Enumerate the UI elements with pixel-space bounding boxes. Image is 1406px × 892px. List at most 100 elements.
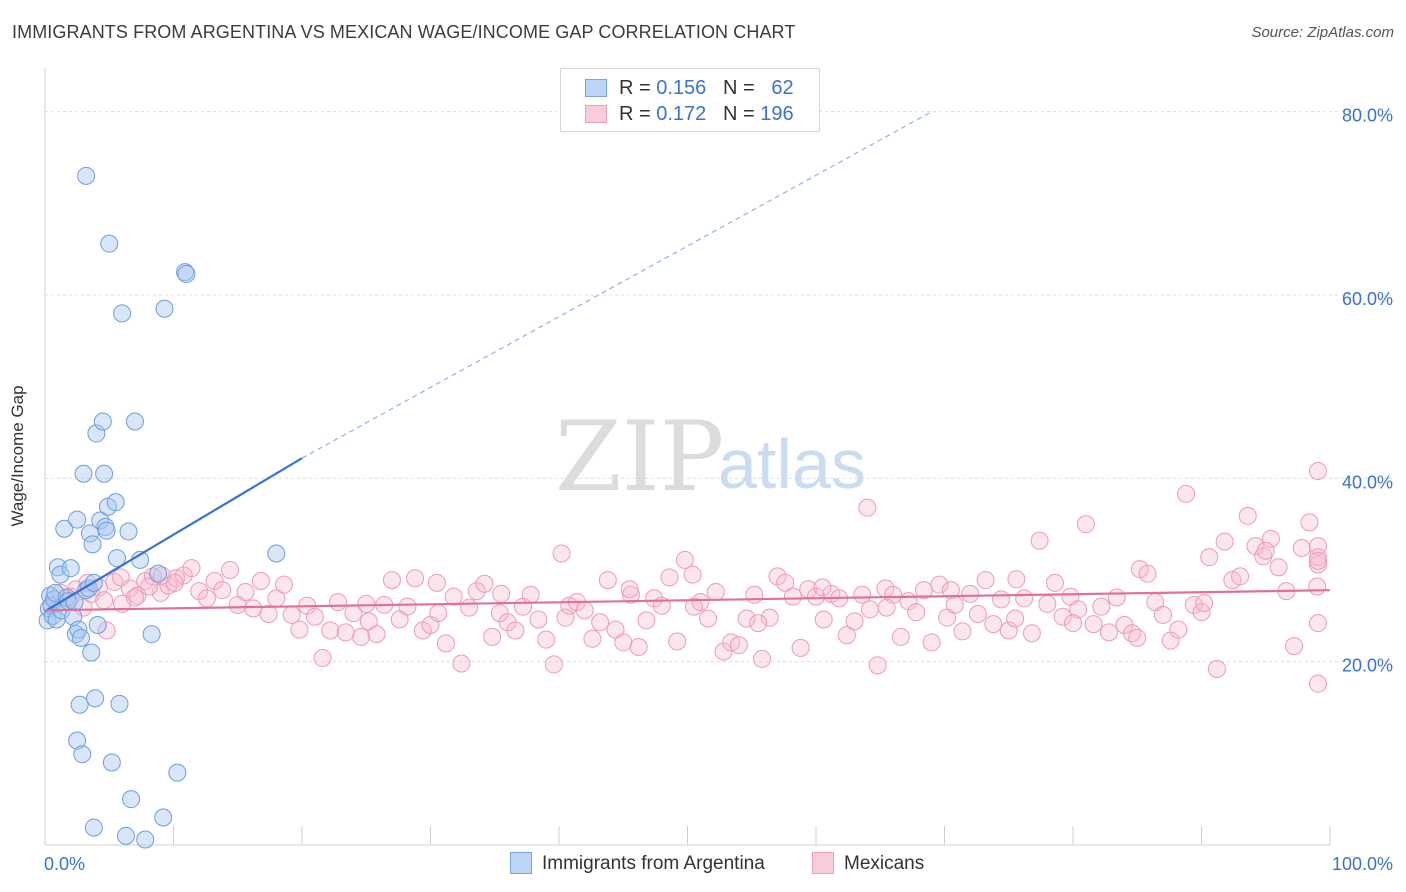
mexicans-point xyxy=(111,568,130,587)
mexicans-point xyxy=(1153,605,1172,624)
legend-r-argentina: R = 0.156 xyxy=(619,77,707,99)
mexicans-point xyxy=(891,627,910,646)
stats-legend: R = 0.156 N = 62 R = 0.172 N = 196 xyxy=(560,68,820,132)
argentina-trend-line xyxy=(44,457,303,613)
mexicans-point xyxy=(552,544,571,563)
argentina-point xyxy=(113,304,132,323)
argentina-point xyxy=(82,643,101,662)
mexicans-point xyxy=(699,609,718,628)
argentina-point xyxy=(46,583,65,602)
mexicans-point xyxy=(930,575,949,594)
mexicans-point xyxy=(506,621,525,640)
mexicans-point xyxy=(406,569,425,588)
mexicans-point xyxy=(999,621,1018,640)
mexicans-point xyxy=(714,642,733,661)
mexicans-point xyxy=(737,609,756,628)
mexicans-point xyxy=(706,583,725,601)
mexicans-point xyxy=(1092,597,1111,616)
argentina-point xyxy=(125,412,144,431)
mexicans-point xyxy=(1256,541,1275,560)
mexicans-point xyxy=(197,589,216,608)
x-tick-label: 100.0% xyxy=(1332,854,1393,874)
y-axis-label: Wage/Income Gap xyxy=(8,385,27,527)
mexicans-point xyxy=(367,625,386,644)
argentina-point xyxy=(110,694,129,713)
mexicans-point xyxy=(382,571,401,590)
mexicans-point xyxy=(357,594,376,613)
legend-n-mexicans: N = 196 xyxy=(723,103,794,125)
mexicans-point xyxy=(313,649,332,667)
mexicans-point xyxy=(858,498,877,517)
argentina-point xyxy=(74,464,93,483)
mexicans-point xyxy=(807,587,825,606)
mexicans-point xyxy=(1261,529,1280,548)
argentina-point xyxy=(168,763,187,782)
bottom-legend-label-mexicans: Mexicans xyxy=(844,853,925,874)
mexicans-point xyxy=(275,575,294,594)
mexicans-point xyxy=(490,604,509,623)
mexicans-point xyxy=(190,582,209,601)
mexicans-point xyxy=(968,605,987,623)
mexicans-point xyxy=(492,584,511,603)
watermark-zip: ZIP xyxy=(555,401,724,513)
mexicans-point xyxy=(205,572,224,590)
bottom-legend-swatch-mexicans xyxy=(812,852,834,874)
mexicans-point xyxy=(251,572,270,590)
watermark-atlas: atlas xyxy=(718,425,866,503)
mexicans-point xyxy=(1195,594,1214,612)
mexicans-point xyxy=(521,585,540,604)
mexicans-point xyxy=(845,612,864,631)
mexicans-point xyxy=(74,598,93,617)
mexicans-point xyxy=(1046,573,1065,592)
mexicans-point xyxy=(922,633,941,652)
mexicans-point xyxy=(467,582,486,601)
mexicans-point xyxy=(221,561,240,579)
mexicans-point xyxy=(984,615,1003,634)
bottom-legend-swatch-argentina xyxy=(510,852,532,874)
mexicans-point xyxy=(614,633,633,652)
argentina-point xyxy=(155,299,174,318)
mexicans-point xyxy=(776,573,795,592)
mexicans-point xyxy=(1215,532,1234,551)
mexicans-point xyxy=(174,566,193,585)
mexicans-point xyxy=(961,584,980,603)
argentina-point xyxy=(93,412,112,431)
mexicans-point xyxy=(125,588,144,607)
mexicans-point xyxy=(305,607,324,626)
mexicans-point xyxy=(165,573,184,592)
mexicans-point xyxy=(1207,660,1226,678)
argentina-point xyxy=(106,493,125,512)
y-tick-label: 80.0% xyxy=(1342,106,1393,126)
argentina-point xyxy=(61,559,80,578)
mexicans-point xyxy=(629,638,648,656)
mexicans-point xyxy=(1006,609,1025,628)
mexicans-point xyxy=(244,599,263,618)
mexicans-point xyxy=(352,627,371,646)
mexicans-point xyxy=(691,593,710,612)
mexicans-point xyxy=(645,589,664,608)
chart-title: IMMIGRANTS FROM ARGENTINA VS MEXICAN WAG… xyxy=(12,22,796,42)
argentina-points xyxy=(38,166,286,849)
argentina-point xyxy=(71,628,90,647)
mexicans-points xyxy=(48,462,1327,693)
mexicans-point xyxy=(444,587,463,606)
mexicans-point xyxy=(620,580,639,599)
mexicans-point xyxy=(583,629,602,648)
argentina-point xyxy=(84,818,103,837)
mexicans-point xyxy=(1308,577,1327,596)
mexicans-point xyxy=(151,583,170,602)
argentina-point xyxy=(136,830,155,849)
mexicans-point xyxy=(1269,558,1288,577)
mexicans-point xyxy=(907,603,926,622)
argentina-point xyxy=(77,166,96,185)
mexicans-point xyxy=(591,613,610,632)
argentina-point xyxy=(73,745,92,764)
axes xyxy=(44,68,1331,846)
mexicans-point xyxy=(877,598,896,617)
argentina-point xyxy=(97,521,116,540)
bottom-legend-label-argentina: Immigrants from Argentina xyxy=(542,853,765,874)
tick-labels: 20.0% 40.0% 60.0% 80.0% 0.0% 100.0% xyxy=(44,106,1393,874)
mexicans-point xyxy=(729,636,748,655)
mexicans-point xyxy=(143,567,162,586)
mexicans-point xyxy=(1007,570,1026,589)
